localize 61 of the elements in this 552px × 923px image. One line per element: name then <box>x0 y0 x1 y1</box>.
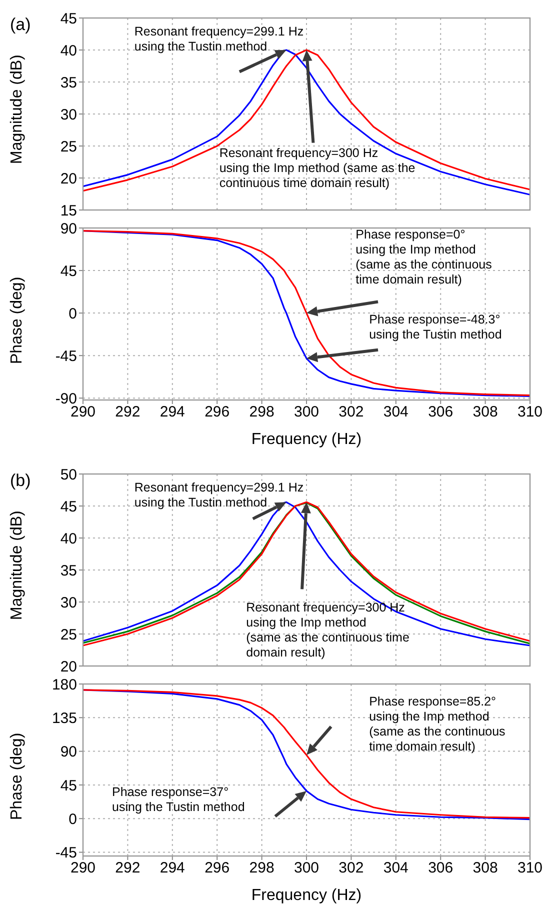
x-tick-label: 304 <box>383 860 408 877</box>
x-tick-label: 302 <box>338 860 364 877</box>
y-axis-title: Magnitude (dB) <box>8 54 26 164</box>
y-tick-label: 25 <box>60 138 77 156</box>
y-tick-label: 20 <box>60 170 77 188</box>
y-tick-label: 40 <box>60 42 77 60</box>
y-tick-label: 35 <box>60 74 77 92</box>
annotation: Phase response=-48.3° using the Tustin method <box>369 312 502 342</box>
annotation: Phase response=0° using the Imp method (same as the continuous time domain result) <box>356 227 492 286</box>
x-tick-label: 306 <box>428 404 454 421</box>
x-tick-label: 310 <box>517 860 543 877</box>
y-tick-label: 35 <box>60 562 77 580</box>
chart-title: (b) <box>10 471 31 490</box>
y-tick-label: 90 <box>60 744 77 761</box>
y-tick-label: 45 <box>60 10 77 28</box>
chart-title: (a) <box>10 15 31 34</box>
y-tick-label: 90 <box>60 220 77 238</box>
x-tick-label: 300 <box>294 860 320 877</box>
x-tick-label: 308 <box>472 860 498 877</box>
annotation: Resonant frequency=300 Hz using the Imp method (same as the continuous time domain result) <box>219 146 416 190</box>
x-tick-label: 306 <box>428 860 454 877</box>
y-axis-title: Phase (deg) <box>8 732 26 820</box>
y-tick-label: -45 <box>55 348 77 365</box>
y-tick-label: 20 <box>60 658 77 676</box>
annotation: Resonant frequency=300 Hz using the Imp method (same as the continuous time domain result) <box>246 600 410 660</box>
x-tick-label: 292 <box>115 404 140 421</box>
x-tick-label: 304 <box>383 404 408 421</box>
y-tick-label: 135 <box>52 710 77 727</box>
annotation: Resonant frequency=299.1 Hz using the Tustin method <box>134 480 304 510</box>
x-tick-label: 298 <box>249 860 274 877</box>
y-axis-title: Phase (deg) <box>8 276 26 364</box>
y-tick-label: 45 <box>60 777 77 794</box>
y-tick-label: 15 <box>60 202 77 220</box>
y-tick-label: 30 <box>60 594 77 612</box>
y-tick-label: 180 <box>52 676 77 694</box>
y-tick-label: 0 <box>68 810 77 828</box>
y-tick-label: -45 <box>55 844 77 862</box>
x-tick-label: 290 <box>70 860 96 877</box>
annotation: Phase response=37° using the Tustin method <box>112 785 245 814</box>
x-tick-label: 296 <box>204 860 230 877</box>
x-tick-label: 296 <box>204 404 230 421</box>
y-tick-label: 45 <box>60 262 77 280</box>
x-tick-label: 292 <box>115 860 140 877</box>
x-tick-label: 294 <box>160 404 185 421</box>
y-axis-title: Magnitude (dB) <box>8 510 26 620</box>
y-tick-label: 50 <box>60 466 77 484</box>
x-tick-label: 300 <box>294 404 320 421</box>
y-tick-label: 30 <box>60 106 77 124</box>
x-tick-label: 294 <box>160 860 185 877</box>
x-tick-label: 302 <box>338 404 364 421</box>
annotation: Resonant frequency=299.1 Hz using the Tustin method <box>134 24 304 54</box>
y-tick-label: 45 <box>60 498 77 516</box>
y-tick-label: 25 <box>60 626 77 644</box>
x-tick-label: 310 <box>517 404 543 421</box>
annotation: Phase response=85.2° using the Imp method (same as the continuous time domain result) <box>369 694 506 754</box>
x-tick-label: 298 <box>249 404 274 421</box>
x-tick-label: 308 <box>472 404 498 421</box>
y-tick-label: 40 <box>60 530 77 548</box>
x-axis-title: Frequency (Hz) <box>251 887 362 904</box>
x-axis-title: Frequency (Hz) <box>251 431 362 448</box>
y-tick-label: 0 <box>68 305 77 322</box>
